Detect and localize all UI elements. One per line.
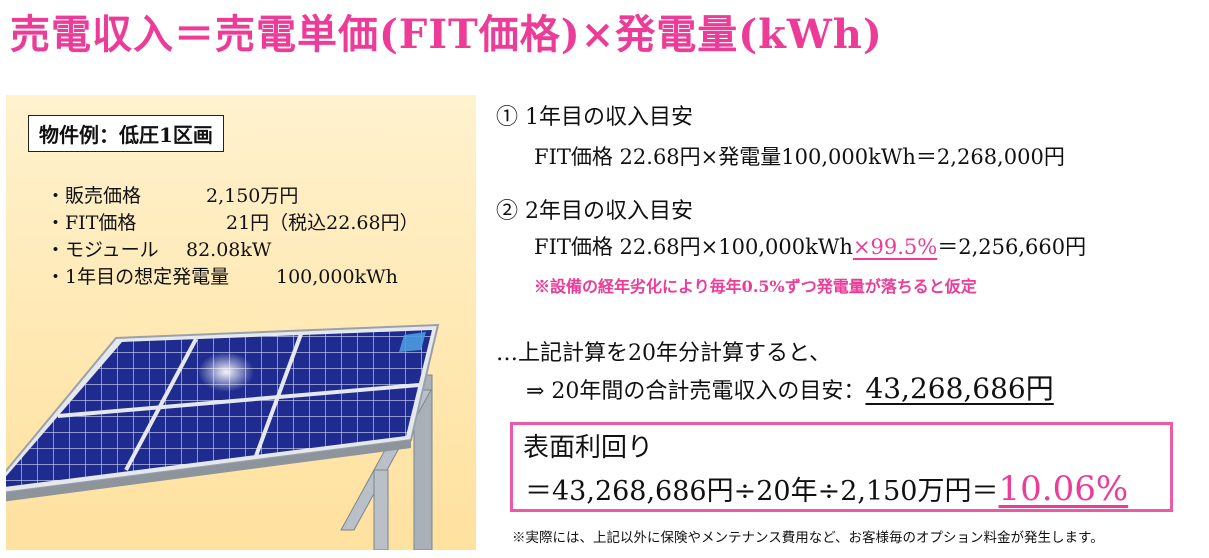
spec-item-module: ・モジュール 82.08kW xyxy=(46,237,419,264)
step1-heading: ① 1年目の収入目安 xyxy=(496,105,693,130)
degradation-note: ※設備の経年劣化により毎年0.5%ずつ発電量が落ちると仮定 xyxy=(534,277,977,296)
step2-formula: FIT価格 22.68円×100,000kWh×99.5%＝2,256,660円 xyxy=(534,231,1086,261)
spec-list: ・販売価格 2,150万円 ・FIT価格 21円（税込22.68円） ・モジュー… xyxy=(46,183,419,291)
spec-item-fit: ・FIT価格 21円（税込22.68円） xyxy=(46,210,419,237)
disclaimer: ※実際には、上記以外に保険やメンテナンス費用など、お客様毎のオプション料金が発生… xyxy=(512,530,1104,546)
property-panel: 物件例：低圧1区画 ・販売価格 2,150万円 ・FIT価格 21円（税込22.… xyxy=(6,95,476,550)
step2-heading: ② 2年目の収入目安 xyxy=(496,199,693,224)
step2-formula-suffix: ＝2,256,660円 xyxy=(937,235,1087,259)
yield-formula: ＝43,268,686円÷20年÷2,150万円＝10.06% xyxy=(525,469,1128,509)
spec-key: ・1年目の想定発電量 xyxy=(46,266,230,288)
summary-line-2: ⇒ 20年間の合計売電収入の目安：43,268,686円 xyxy=(526,367,1054,407)
yield-box: 表面利回り ＝43,268,686円÷20年÷2,150万円＝10.06% xyxy=(510,422,1173,512)
step1-formula: FIT価格 22.68円×発電量100,000kWh＝2,268,000円 xyxy=(534,145,1065,169)
yield-formula-text: ＝43,268,686円÷20年÷2,150万円＝ xyxy=(525,476,999,507)
summary-line-1: …上記計算を20年分計算すると、 xyxy=(496,341,832,366)
spec-value: 100,000kWh xyxy=(276,266,398,288)
property-label: 物件例：低圧1区画 xyxy=(28,115,224,152)
spec-key: ・FIT価格 xyxy=(46,212,137,234)
degradation-rate: ×99.5% xyxy=(852,235,938,259)
yield-title: 表面利回り xyxy=(523,433,654,463)
step2-formula-prefix: FIT価格 22.68円×100,000kWh xyxy=(534,235,853,259)
spec-value: 82.08kW xyxy=(186,239,272,261)
spec-item-price: ・販売価格 2,150万円 xyxy=(46,183,419,210)
solar-panel-illustration xyxy=(6,323,440,550)
page-title: 売電収入＝売電単価(FIT価格)×発電量(kWh) xyxy=(10,11,883,58)
spec-value: 2,150万円 xyxy=(206,185,299,207)
spec-item-generation: ・1年目の想定発電量 100,000kWh xyxy=(46,264,419,291)
spec-key: ・販売価格 xyxy=(46,185,142,207)
summary-prefix: ⇒ 20年間の合計売電収入の目安： xyxy=(526,379,866,404)
yield-value: 10.06% xyxy=(998,469,1129,509)
spec-key: ・モジュール xyxy=(46,239,159,261)
spec-value: 21円（税込22.68円） xyxy=(226,212,419,234)
total-revenue: 43,268,686円 xyxy=(865,372,1054,405)
